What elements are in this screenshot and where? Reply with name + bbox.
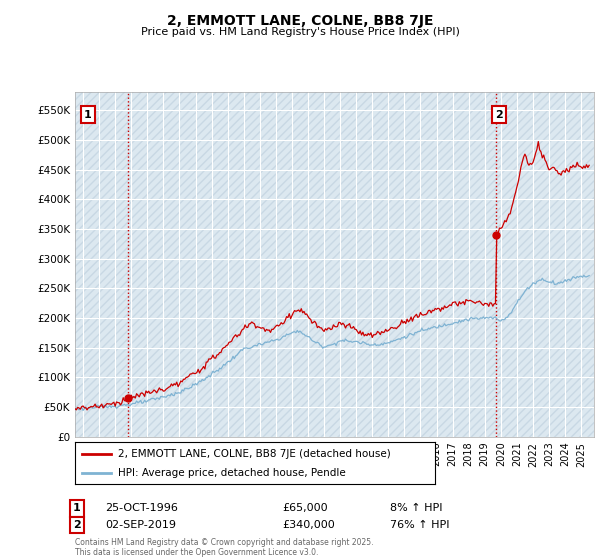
Text: 1: 1 [84, 110, 92, 120]
Text: £65,000: £65,000 [282, 503, 328, 514]
Text: 8% ↑ HPI: 8% ↑ HPI [390, 503, 443, 514]
Text: Price paid vs. HM Land Registry's House Price Index (HPI): Price paid vs. HM Land Registry's House … [140, 27, 460, 37]
Text: £340,000: £340,000 [282, 520, 335, 530]
Text: 76% ↑ HPI: 76% ↑ HPI [390, 520, 449, 530]
Text: 1: 1 [73, 503, 80, 514]
Text: 02-SEP-2019: 02-SEP-2019 [105, 520, 176, 530]
Text: 25-OCT-1996: 25-OCT-1996 [105, 503, 178, 514]
Text: 2: 2 [496, 110, 503, 120]
Text: 2, EMMOTT LANE, COLNE, BB8 7JE (detached house): 2, EMMOTT LANE, COLNE, BB8 7JE (detached… [118, 449, 391, 459]
Text: Contains HM Land Registry data © Crown copyright and database right 2025.
This d: Contains HM Land Registry data © Crown c… [75, 538, 373, 557]
Text: 2: 2 [73, 520, 80, 530]
Text: HPI: Average price, detached house, Pendle: HPI: Average price, detached house, Pend… [118, 468, 346, 478]
Text: 2, EMMOTT LANE, COLNE, BB8 7JE: 2, EMMOTT LANE, COLNE, BB8 7JE [167, 14, 433, 28]
